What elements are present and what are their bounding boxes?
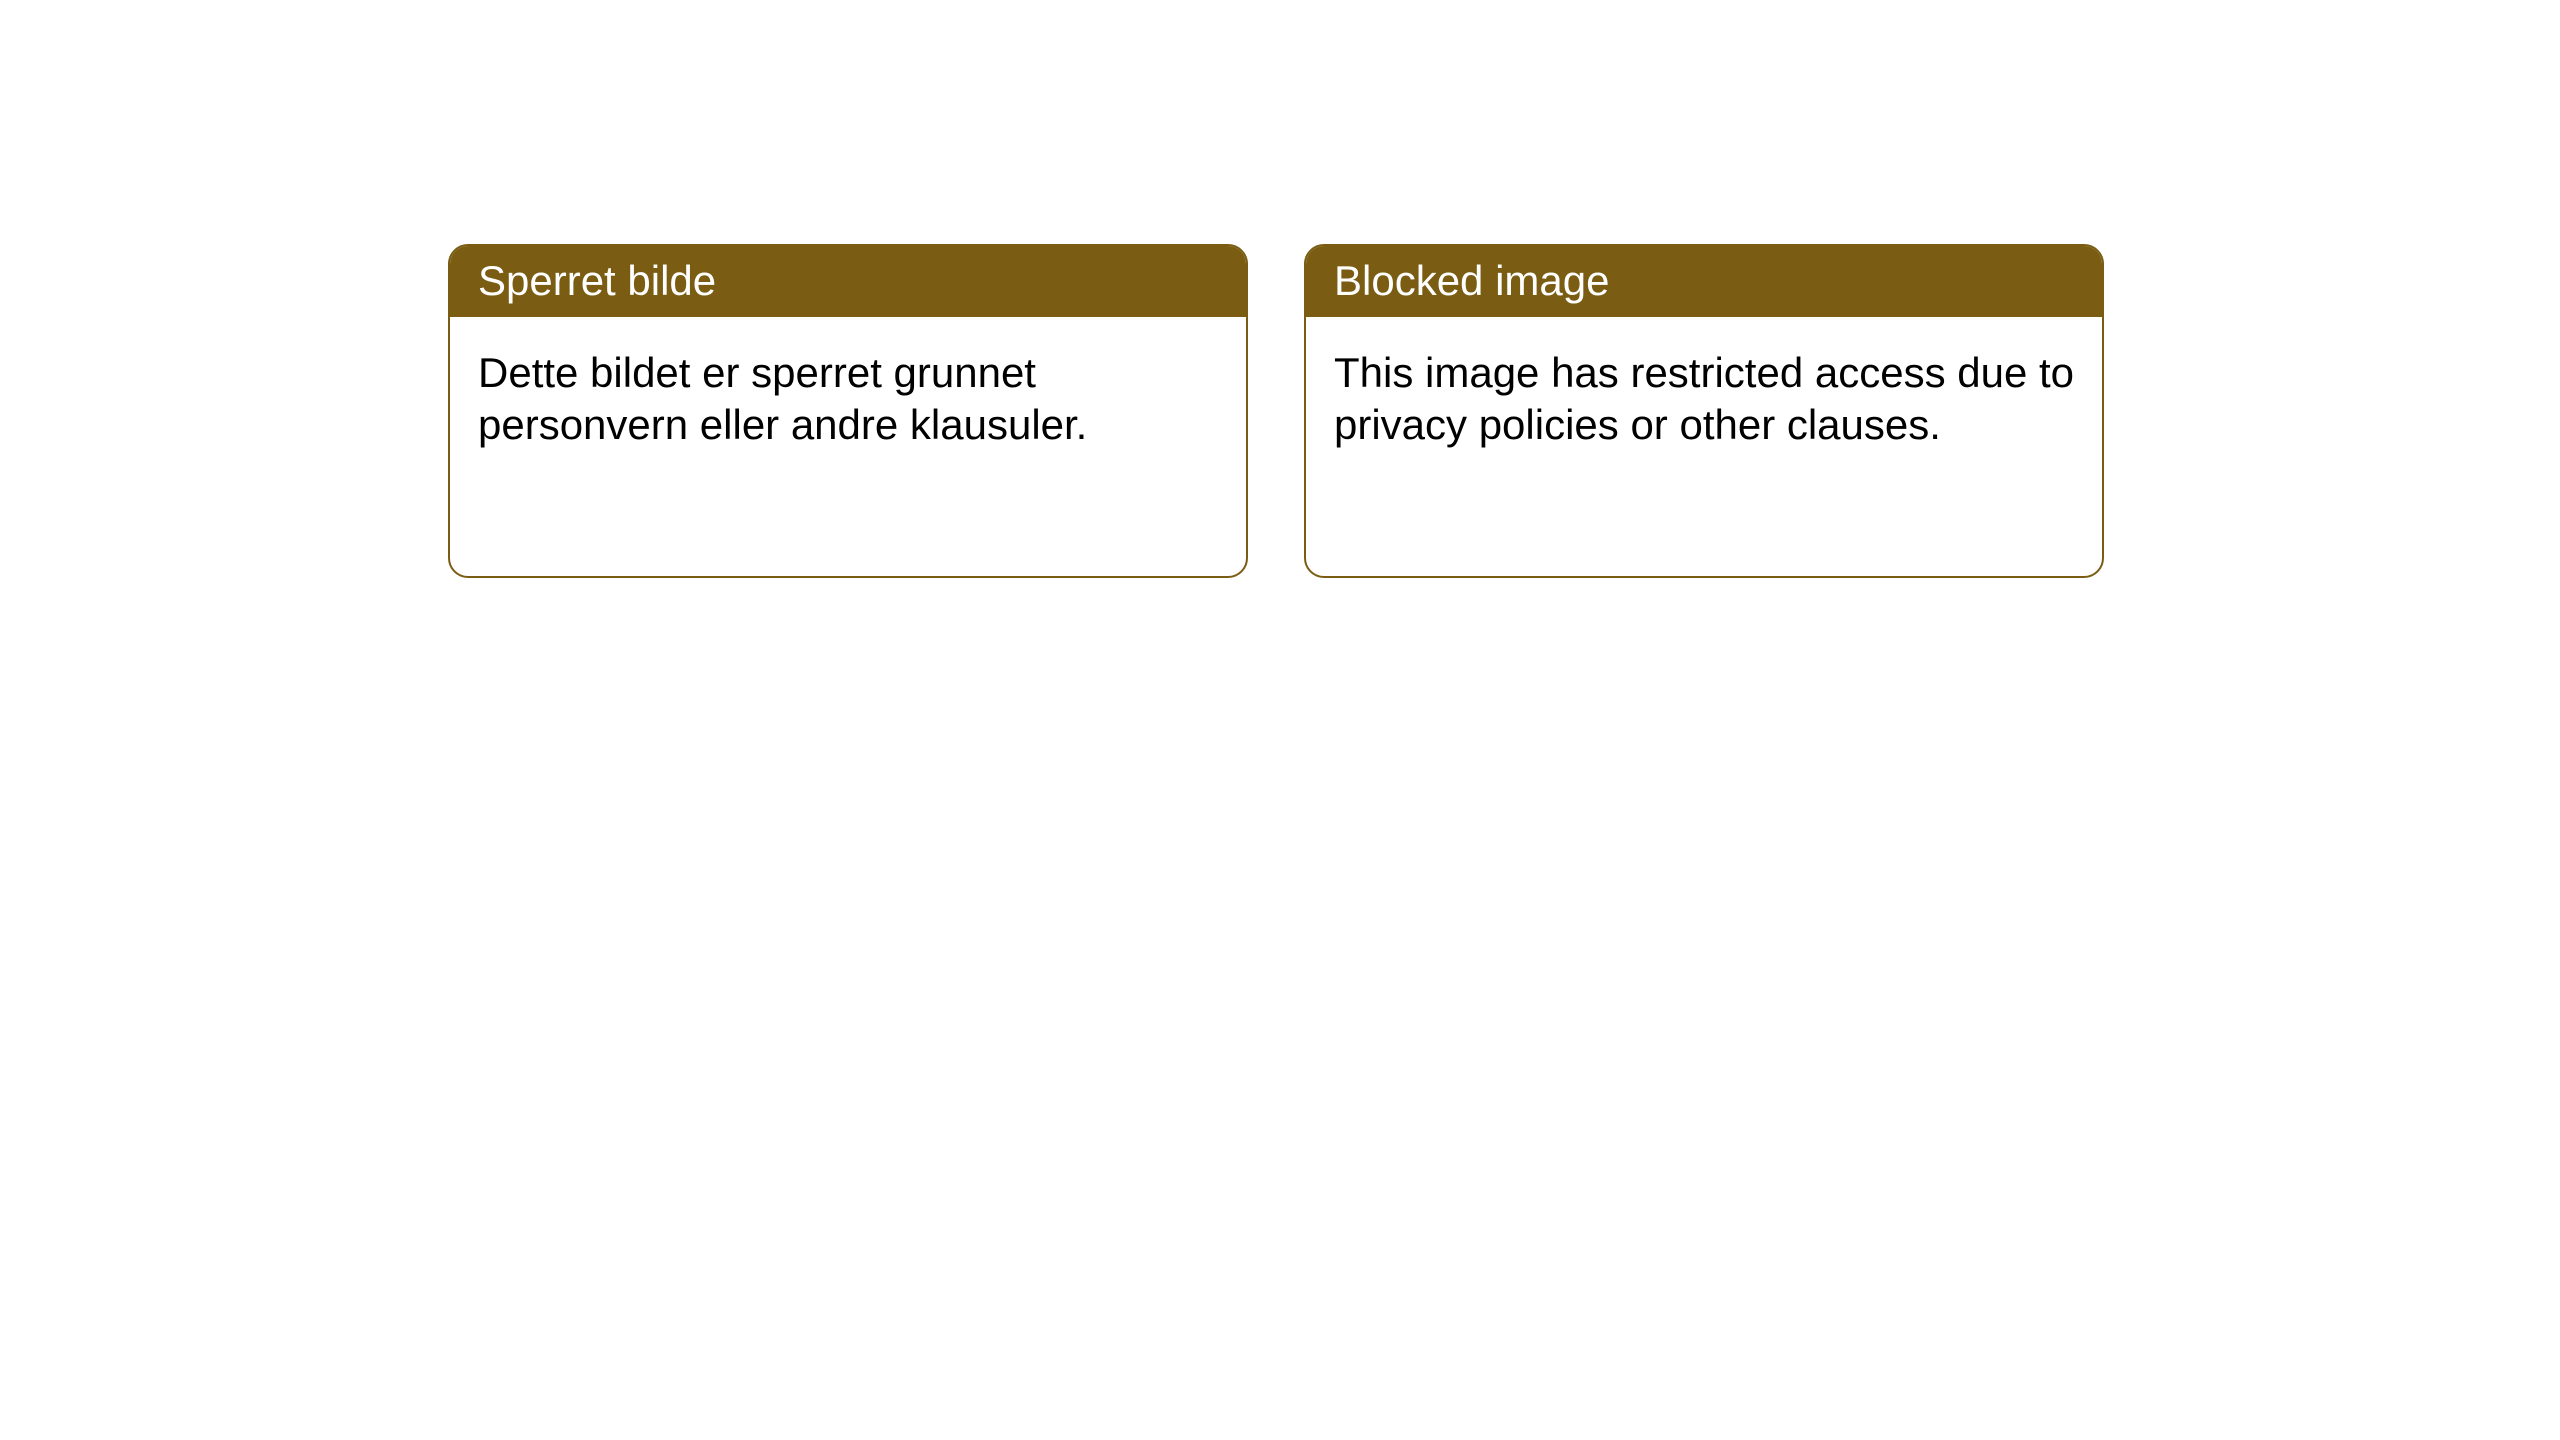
notice-body: Dette bildet er sperret grunnet personve… bbox=[450, 317, 1246, 482]
notice-card-norwegian: Sperret bilde Dette bildet er sperret gr… bbox=[448, 244, 1248, 578]
notice-text: Dette bildet er sperret grunnet personve… bbox=[478, 349, 1087, 449]
notice-text: This image has restricted access due to … bbox=[1334, 349, 2074, 449]
notice-title: Blocked image bbox=[1334, 257, 1609, 304]
notice-header: Sperret bilde bbox=[450, 246, 1246, 317]
notice-body: This image has restricted access due to … bbox=[1306, 317, 2102, 482]
notice-card-english: Blocked image This image has restricted … bbox=[1304, 244, 2104, 578]
notice-container: Sperret bilde Dette bildet er sperret gr… bbox=[448, 244, 2104, 578]
notice-header: Blocked image bbox=[1306, 246, 2102, 317]
notice-title: Sperret bilde bbox=[478, 257, 716, 304]
